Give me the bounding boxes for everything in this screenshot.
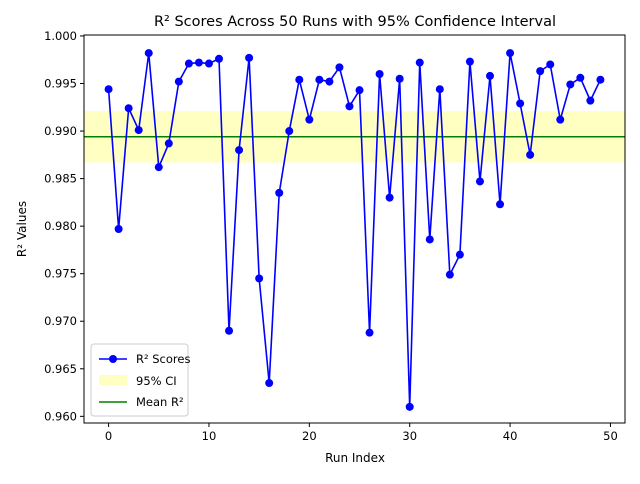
data-point	[405, 402, 414, 411]
y-tick-label: 0.960	[44, 409, 77, 423]
axes-frame	[83, 34, 626, 424]
data-point	[124, 104, 133, 113]
y-tick-label: 0.965	[44, 362, 77, 376]
y-tick-label: 0.990	[44, 124, 77, 138]
data-point	[275, 188, 284, 197]
y-tick-label: 1.000	[44, 29, 77, 43]
data-point	[566, 80, 575, 89]
data-point	[315, 75, 324, 84]
x-tick-label: 50	[603, 429, 618, 443]
data-point	[516, 99, 525, 108]
data-point	[134, 126, 143, 135]
x-tick-label: 10	[202, 429, 217, 443]
data-point	[586, 96, 595, 105]
chart-title: R² Scores Across 50 Runs with 95% Confid…	[154, 14, 556, 30]
data-point	[295, 75, 304, 84]
plot-area: 0 10 20 30 40 50 0.960 0.965 0.970 0.975 0.980 0.98…	[44, 29, 626, 443]
data-point	[154, 163, 163, 172]
data-point	[355, 86, 364, 95]
data-point	[164, 139, 173, 148]
y-axis-label: R² Values	[15, 201, 29, 257]
data-point	[325, 77, 334, 86]
x-axis-label: Run Index	[325, 451, 385, 465]
data-point	[596, 75, 605, 84]
data-point	[576, 73, 585, 82]
data-point	[425, 235, 434, 244]
data-point	[395, 74, 404, 83]
data-point	[375, 69, 384, 78]
data-point	[174, 77, 183, 86]
legend-series-label: R² Scores	[136, 352, 190, 366]
data-point	[204, 59, 213, 68]
data-point	[245, 53, 254, 62]
data-point	[506, 49, 515, 58]
data-point	[415, 58, 424, 67]
data-point	[194, 58, 203, 67]
data-point	[475, 177, 484, 186]
y-tick-label: 0.970	[44, 314, 77, 328]
data-point	[546, 60, 555, 69]
data-point	[455, 250, 464, 259]
data-point	[235, 146, 244, 155]
data-point	[225, 326, 234, 335]
data-point	[255, 274, 264, 283]
data-point	[486, 71, 495, 80]
data-point	[556, 115, 565, 124]
data-point	[265, 379, 274, 388]
y-tick-label: 0.985	[44, 172, 77, 186]
data-point	[184, 59, 193, 68]
legend-band-label: 95% CI	[136, 374, 177, 388]
data-point	[345, 102, 354, 111]
x-tick-label: 30	[402, 429, 417, 443]
data-point	[114, 225, 123, 233]
data-point	[385, 193, 394, 202]
data-point	[144, 49, 153, 58]
data-point	[496, 200, 505, 209]
data-point	[285, 127, 294, 136]
data-point	[435, 85, 444, 94]
legend-mean-label: Mean R²	[136, 395, 184, 409]
data-point	[526, 150, 535, 159]
data-point	[365, 328, 374, 337]
x-tick-label: 40	[503, 429, 518, 443]
data-point	[214, 54, 223, 63]
data-point	[335, 63, 344, 72]
x-tick-label: 20	[302, 429, 317, 443]
y-tick-label: 0.995	[44, 77, 77, 91]
data-point	[536, 67, 545, 76]
x-tick-label: 0	[105, 429, 112, 443]
data-point	[305, 115, 314, 124]
data-point	[445, 270, 454, 279]
legend: R² Scores 95% CI Mean R²	[90, 343, 190, 417]
data-point	[104, 85, 113, 94]
data-point	[465, 57, 474, 66]
legend-series-marker	[109, 355, 117, 363]
y-tick-label: 0.975	[44, 267, 77, 281]
legend-band-swatch	[99, 375, 127, 385]
y-tick-label: 0.980	[44, 219, 77, 233]
